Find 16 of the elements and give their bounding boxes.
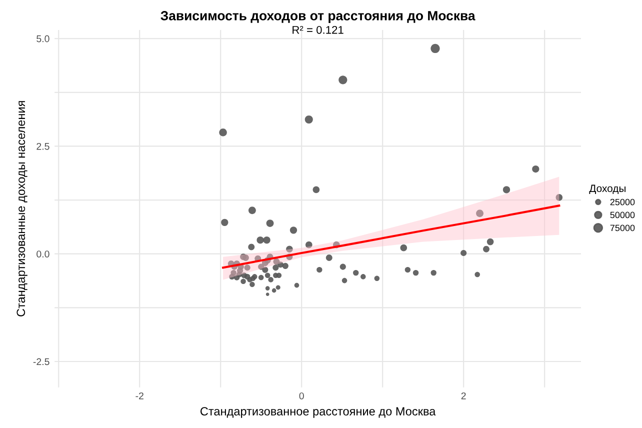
legend-label: 25000 [610,198,635,206]
y-tick-label: -2.5 [33,358,50,366]
legend-title: Доходы [589,184,626,194]
chart-subtitle: R² = 0.121 [292,26,344,34]
x-axis-title: Стандартизованное расстояние до Москва [200,407,436,418]
x-tick-label: 2 [461,392,466,400]
y-tick-label: 5.0 [36,35,50,42]
chart-title: Зависимость доходов от расстояния до Москва [160,11,476,23]
y-tick-label: 0.0 [36,250,50,258]
x-tick-label: -2 [136,392,144,400]
legend-label: 50000 [610,212,635,218]
x-tick-label: 0 [299,392,304,400]
y-tick-label: 2.5 [36,142,50,150]
line-series [222,204,560,269]
legend-label: 75000 [610,224,635,232]
y-axis-title: Стандартизованные доходы населения [16,101,28,316]
